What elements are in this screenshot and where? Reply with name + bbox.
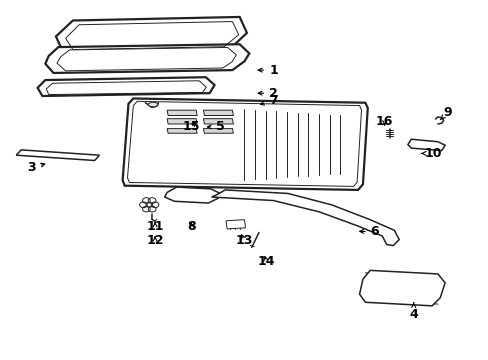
Text: 14: 14 (257, 255, 274, 268)
Polygon shape (38, 77, 214, 96)
Text: 4: 4 (408, 303, 417, 321)
Text: 16: 16 (375, 115, 392, 128)
Polygon shape (57, 48, 236, 71)
Polygon shape (211, 190, 398, 246)
Polygon shape (45, 44, 249, 73)
Polygon shape (203, 119, 233, 124)
Text: 13: 13 (235, 234, 253, 247)
Polygon shape (167, 129, 197, 133)
Text: 8: 8 (186, 220, 195, 233)
Polygon shape (225, 220, 245, 229)
Text: 12: 12 (146, 234, 163, 247)
Text: 5: 5 (207, 120, 224, 133)
Polygon shape (122, 99, 367, 190)
Text: 7: 7 (260, 94, 277, 107)
Text: 1: 1 (258, 64, 277, 77)
Text: 3: 3 (27, 161, 45, 174)
Polygon shape (407, 139, 444, 150)
Polygon shape (147, 102, 158, 107)
Text: 2: 2 (258, 87, 277, 100)
Polygon shape (167, 119, 197, 124)
Text: 11: 11 (146, 220, 163, 233)
Text: 10: 10 (421, 147, 441, 160)
Polygon shape (16, 150, 99, 161)
Polygon shape (203, 129, 233, 133)
Polygon shape (164, 187, 220, 203)
Polygon shape (203, 110, 233, 116)
Text: 9: 9 (440, 106, 451, 120)
Text: 15: 15 (182, 120, 200, 133)
Polygon shape (359, 270, 444, 306)
Polygon shape (56, 17, 246, 53)
Polygon shape (167, 110, 197, 116)
Text: 6: 6 (359, 225, 379, 238)
